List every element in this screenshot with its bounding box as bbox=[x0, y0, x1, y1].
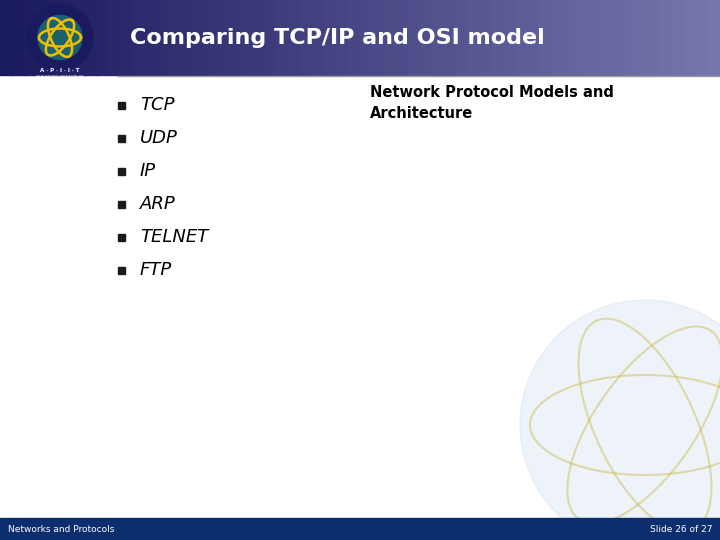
Bar bbox=[552, 0, 565, 75]
Text: ASIA PACIFIC INSTITUTE OF
INFORMATION TECHNOLOGY®: ASIA PACIFIC INSTITUTE OF INFORMATION TE… bbox=[33, 76, 86, 84]
Text: Network Protocol Models and
Architecture: Network Protocol Models and Architecture bbox=[370, 85, 614, 121]
Bar bbox=[120, 0, 133, 75]
Bar bbox=[624, 0, 637, 75]
Bar bbox=[432, 0, 445, 75]
Bar bbox=[576, 0, 589, 75]
Bar bbox=[408, 0, 421, 75]
Bar bbox=[36, 0, 49, 75]
Bar bbox=[420, 0, 433, 75]
Bar bbox=[48, 0, 61, 75]
Bar bbox=[468, 0, 481, 75]
Bar bbox=[480, 0, 493, 75]
Bar bbox=[516, 0, 529, 75]
Bar bbox=[118, 135, 125, 142]
Bar bbox=[252, 0, 265, 75]
Bar bbox=[444, 0, 457, 75]
Bar bbox=[96, 0, 109, 75]
Bar bbox=[288, 0, 301, 75]
Bar bbox=[168, 0, 181, 75]
Bar bbox=[132, 0, 145, 75]
Bar bbox=[118, 201, 125, 208]
Text: ARP: ARP bbox=[140, 195, 176, 213]
Circle shape bbox=[27, 4, 93, 71]
Bar bbox=[84, 0, 97, 75]
Bar bbox=[672, 0, 685, 75]
Bar bbox=[648, 0, 661, 75]
Bar bbox=[396, 0, 409, 75]
Bar bbox=[588, 0, 601, 75]
Bar bbox=[684, 0, 697, 75]
Bar bbox=[384, 0, 397, 75]
Text: TCP: TCP bbox=[140, 96, 174, 114]
Text: TELNET: TELNET bbox=[140, 228, 208, 246]
Bar bbox=[118, 234, 125, 241]
Text: IP: IP bbox=[140, 162, 156, 180]
Bar bbox=[324, 0, 337, 75]
Bar bbox=[192, 0, 205, 75]
Bar bbox=[118, 102, 125, 109]
Bar bbox=[348, 0, 361, 75]
Bar bbox=[240, 0, 253, 75]
Bar bbox=[0, 0, 13, 75]
Bar bbox=[118, 168, 125, 175]
Bar bbox=[600, 0, 613, 75]
Bar bbox=[540, 0, 553, 75]
Bar bbox=[118, 267, 125, 274]
Bar bbox=[564, 0, 577, 75]
Circle shape bbox=[38, 16, 82, 59]
Bar bbox=[528, 0, 541, 75]
Bar bbox=[12, 0, 25, 75]
Bar bbox=[144, 0, 157, 75]
Bar bbox=[636, 0, 649, 75]
Text: Comparing TCP/IP and OSI model: Comparing TCP/IP and OSI model bbox=[130, 28, 545, 48]
Circle shape bbox=[38, 16, 82, 59]
Bar bbox=[336, 0, 349, 75]
Bar bbox=[204, 0, 217, 75]
Bar bbox=[216, 0, 229, 75]
Bar bbox=[696, 0, 709, 75]
Text: A · P · I · I · T: A · P · I · I · T bbox=[40, 69, 80, 73]
Text: FTP: FTP bbox=[140, 261, 172, 279]
Bar bbox=[660, 0, 673, 75]
Bar bbox=[156, 0, 169, 75]
Bar bbox=[504, 0, 517, 75]
Circle shape bbox=[520, 300, 720, 540]
Bar bbox=[72, 0, 85, 75]
Bar bbox=[492, 0, 505, 75]
Bar bbox=[180, 0, 193, 75]
Bar bbox=[60, 0, 73, 75]
Bar bbox=[276, 0, 289, 75]
Bar bbox=[108, 0, 121, 75]
Text: Slide 26 of 27: Slide 26 of 27 bbox=[649, 524, 712, 534]
Bar bbox=[708, 0, 720, 75]
Text: Networks and Protocols: Networks and Protocols bbox=[8, 524, 114, 534]
Bar bbox=[0, 75, 720, 518]
Bar bbox=[360, 0, 373, 75]
Bar bbox=[312, 0, 325, 75]
Text: UDP: UDP bbox=[140, 129, 178, 147]
Bar bbox=[0, 518, 720, 540]
Bar bbox=[612, 0, 625, 75]
Bar bbox=[264, 0, 277, 75]
Bar bbox=[24, 0, 37, 75]
Bar bbox=[228, 0, 241, 75]
Bar bbox=[300, 0, 313, 75]
Bar bbox=[372, 0, 385, 75]
Bar bbox=[456, 0, 469, 75]
